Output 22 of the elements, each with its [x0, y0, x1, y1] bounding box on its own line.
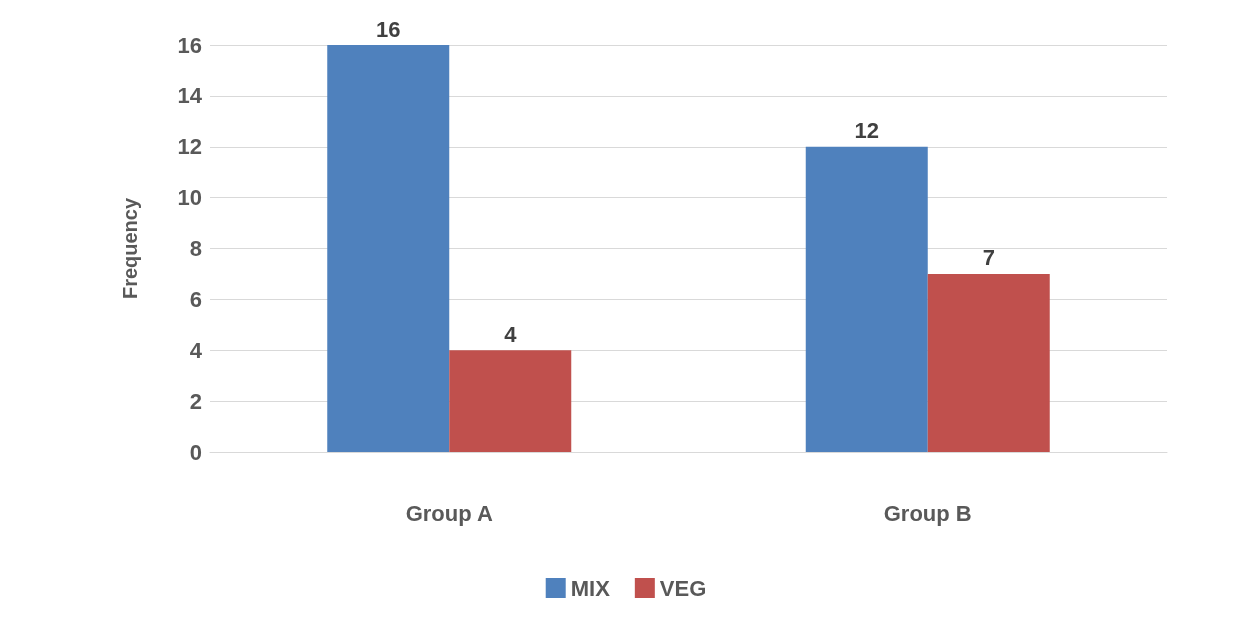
y-tick-label: 16 — [177, 32, 202, 58]
y-tick-label: 2 — [189, 388, 202, 414]
x-tick-label: Group B — [883, 500, 972, 526]
legend-label: MIX — [570, 575, 611, 601]
data-label: 12 — [854, 118, 879, 144]
bar — [449, 350, 572, 452]
x-tick-label: Group A — [405, 500, 493, 526]
bar — [927, 273, 1050, 452]
y-tick-label: 8 — [189, 236, 202, 261]
data-label: 4 — [504, 321, 518, 347]
bar — [327, 45, 450, 452]
bar — [805, 146, 928, 452]
y-tick-label: 4 — [189, 337, 203, 363]
y-axis-title: Frequency — [119, 197, 141, 300]
legend-label: VEG — [659, 575, 707, 601]
data-label: 7 — [982, 245, 995, 271]
y-tick-label: 0 — [189, 439, 202, 465]
y-tick-label: 14 — [177, 83, 203, 109]
data-label: 16 — [376, 16, 401, 42]
y-tick-label: 12 — [177, 134, 202, 160]
y-tick-label: 10 — [177, 185, 202, 211]
y-tick-label: 6 — [189, 286, 202, 312]
